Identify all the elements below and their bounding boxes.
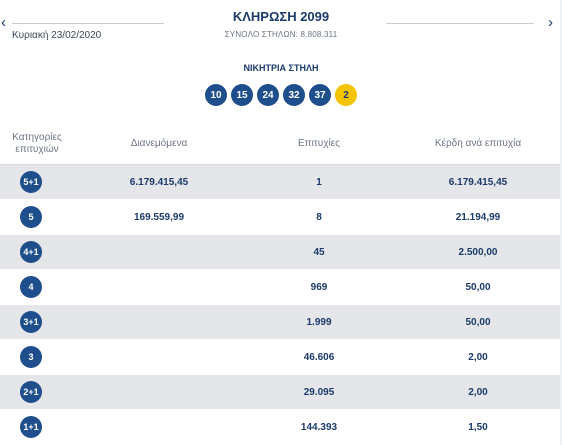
distributed-cell [74,340,244,374]
winners-cell: 8 [316,211,322,223]
prize-cell: 6.179.415,45 [448,176,508,188]
draw-title: ΚΛΗΡΩΣΗ 2099 [232,9,330,24]
prize-cell: 2,00 [468,386,488,398]
draw-header: ‹ Κυριακή 23/02/2020 ΚΛΗΡΩΣΗ 2099 ΣΥΝΟΛΟ… [0,0,562,50]
table-row: 1+1 144.393 1,50 [0,410,562,445]
prize-cell: 50,00 [465,281,491,293]
category-badge: 4 [20,276,42,298]
category-badge: 3+1 [20,311,42,333]
table-row: 4+1 45 2.500,00 [0,235,562,270]
header-categories-label: Κατηγορίες επιτυχιών [12,132,62,155]
draw-date: Κυριακή 23/02/2020 [12,30,102,41]
category-badge: 2+1 [20,381,42,403]
header-categories: Κατηγορίες επιτυχιών [0,124,74,164]
winners-cell: 144.393 [300,421,338,433]
table-header: Κατηγορίες επιτυχιών Διανεμόμενα Επιτυχί… [0,124,562,165]
table-row: 4 969 50,00 [0,270,562,305]
prize-table: Κατηγορίες επιτυχιών Διανεμόμενα Επιτυχί… [0,124,562,445]
distributed-cell [74,235,244,269]
chevron-right-icon[interactable]: › [548,14,553,31]
winning-numbers: 10 15 24 32 37 2 [0,84,562,106]
winning-column-label: ΝΙΚΗΤΡΙΑ ΣΤΗΛΗ [243,63,319,73]
table-row: 3+1 1.999 50,00 [0,305,562,340]
number-ball: 24 [257,84,279,106]
number-ball: 15 [231,84,253,106]
table-row: 2+1 29.095 2,00 [0,375,562,410]
header-prize: Κέρδη ανά επιτυχία [434,138,522,149]
table-row: 5+1 6.179.415,45 1 6.179.415,45 [0,165,562,200]
winners-cell: 1 [316,176,322,188]
category-badge: 1+1 [20,416,42,438]
distributed-cell: 169.559,99 [133,211,185,223]
page-scrollbar[interactable] [560,0,562,445]
chevron-left-icon[interactable]: ‹ [1,14,6,31]
divider-right [386,23,534,24]
winners-cell: 45 [313,246,325,258]
winners-cell: 29.095 [303,386,335,398]
prize-cell: 2,00 [468,351,488,363]
header-winners: Επιτυχίες [298,138,340,149]
total-columns: ΣΥΝΟΛΟ ΣΤΗΛΩΝ: 8.808.311 [224,30,338,39]
category-badge: 5 [20,206,42,228]
number-ball: 10 [205,84,227,106]
table-row: 5 169.559,99 8 21.194,99 [0,200,562,235]
header-distributed: Διανεμόμενα [130,138,188,149]
distributed-cell [74,410,244,444]
prize-cell: 2.500,00 [458,246,498,258]
divider-left [12,23,164,24]
distributed-cell [74,270,244,304]
winners-cell: 46.606 [303,351,335,363]
table-row: 3 46.606 2,00 [0,340,562,375]
winners-cell: 969 [310,281,328,293]
prize-cell: 50,00 [465,316,491,328]
number-ball: 32 [283,84,305,106]
prize-cell: 21.194,99 [455,211,501,223]
prize-cell: 1,50 [468,421,488,433]
distributed-cell: 6.179.415,45 [129,176,189,188]
distributed-cell [74,375,244,409]
category-badge: 4+1 [20,241,42,263]
joker-ball: 2 [335,84,357,106]
category-badge: 3 [20,346,42,368]
winners-cell: 1.999 [306,316,332,328]
distributed-cell [74,305,244,339]
category-badge: 5+1 [20,171,42,193]
number-ball: 37 [309,84,331,106]
